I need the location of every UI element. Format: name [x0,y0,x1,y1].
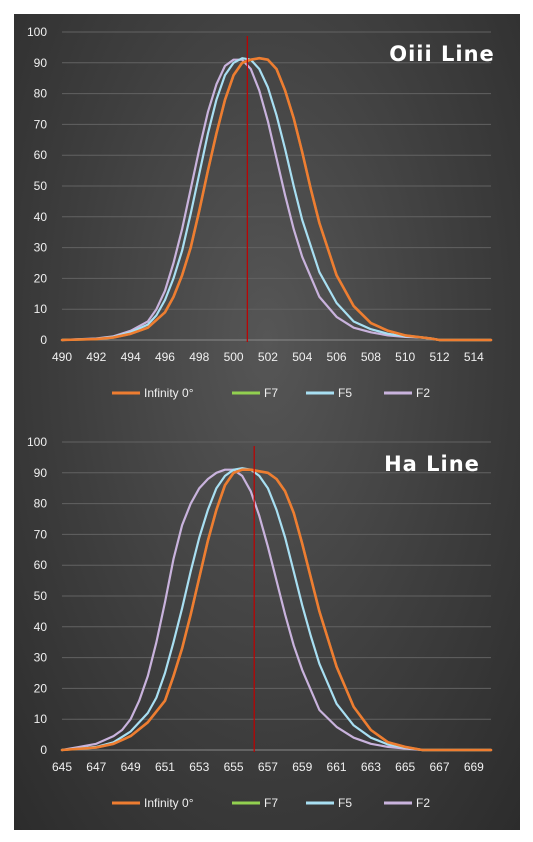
x-tick-label: 502 [258,350,278,364]
series-line-f2 [60,58,493,342]
y-tick-label: 80 [34,497,48,511]
x-tick-label: 659 [292,760,312,774]
x-tick-label: 508 [361,350,381,364]
x-tick-label: 645 [52,760,72,774]
x-tick-label: 500 [224,350,244,364]
legend-label: F7 [264,796,278,810]
x-tick-label: 653 [189,760,209,774]
y-tick-label: 10 [34,302,48,316]
x-tick-label: 498 [189,350,209,364]
y-tick-label: 60 [34,558,48,572]
y-tick-label: 90 [34,56,48,70]
x-tick-label: 496 [155,350,175,364]
y-tick-label: 40 [34,210,48,224]
y-tick-label: 100 [27,435,47,449]
chart-panel: 0 10 20 30 40 50 60 70 80 90 100 490 492 494 496 498 500… [14,14,520,830]
x-tick-label: 665 [395,760,415,774]
y-tick-label: 70 [34,527,48,541]
legend-label: F2 [416,796,430,810]
y-tick-label: 40 [34,620,48,634]
x-tick-label: 492 [86,350,106,364]
x-tick-label: 651 [155,760,175,774]
y-tick-label: 0 [40,333,47,347]
y-tick-label: 30 [34,651,48,665]
x-tick-label: 490 [52,350,72,364]
x-tick-label: 657 [258,760,278,774]
legend: Infinity 0° F7 F5 F2 [112,796,430,810]
x-tick-label: 649 [121,760,141,774]
chart-1: 0 10 20 30 40 50 60 70 80 90 100 490 492 494 496 498 500… [27,25,495,400]
y-tick-label: 80 [34,87,48,101]
y-tick-label: 50 [34,589,48,603]
x-tick-label: 512 [430,350,450,364]
legend-label: F5 [338,386,352,400]
y-tick-label: 60 [34,148,48,162]
series-line-f2 [60,468,493,752]
series-line-infinity-0 [60,468,493,752]
y-tick-label: 100 [27,25,47,39]
x-tick-label: 514 [464,350,484,364]
series-line-f5 [60,467,493,752]
x-tick-label: 504 [292,350,312,364]
x-tick-label: 667 [430,760,450,774]
chart-title: Oiii Line [389,42,495,66]
legend-label: Infinity 0° [144,796,194,810]
series-line-infinity-0 [60,56,493,342]
legend-label: Infinity 0° [144,386,194,400]
x-tick-label: 647 [86,760,106,774]
y-tick-label: 20 [34,271,48,285]
y-tick-label: 20 [34,681,48,695]
series-line-f7 [60,57,493,342]
legend-label: F5 [338,796,352,810]
chart-title: Ha Line [384,452,480,476]
x-tick-label: 655 [224,760,244,774]
y-tick-label: 30 [34,241,48,255]
y-tick-label: 90 [34,466,48,480]
y-tick-label: 70 [34,117,48,131]
y-tick-label: 10 [34,712,48,726]
x-tick-label: 661 [327,760,347,774]
chart-2: 0 10 20 30 40 50 60 70 80 90 100 645 647 649 651 653 655… [27,435,493,810]
y-tick-label: 0 [40,743,47,757]
x-tick-label: 510 [395,350,415,364]
x-tick-label: 669 [464,760,484,774]
legend-label: F2 [416,386,430,400]
x-tick-label: 663 [361,760,381,774]
x-tick-label: 494 [121,350,141,364]
legend: Infinity 0° F7 F5 F2 [112,386,430,400]
legend-label: F7 [264,386,278,400]
x-tick-label: 506 [327,350,347,364]
series-line-f5 [60,57,493,342]
y-tick-label: 50 [34,179,48,193]
